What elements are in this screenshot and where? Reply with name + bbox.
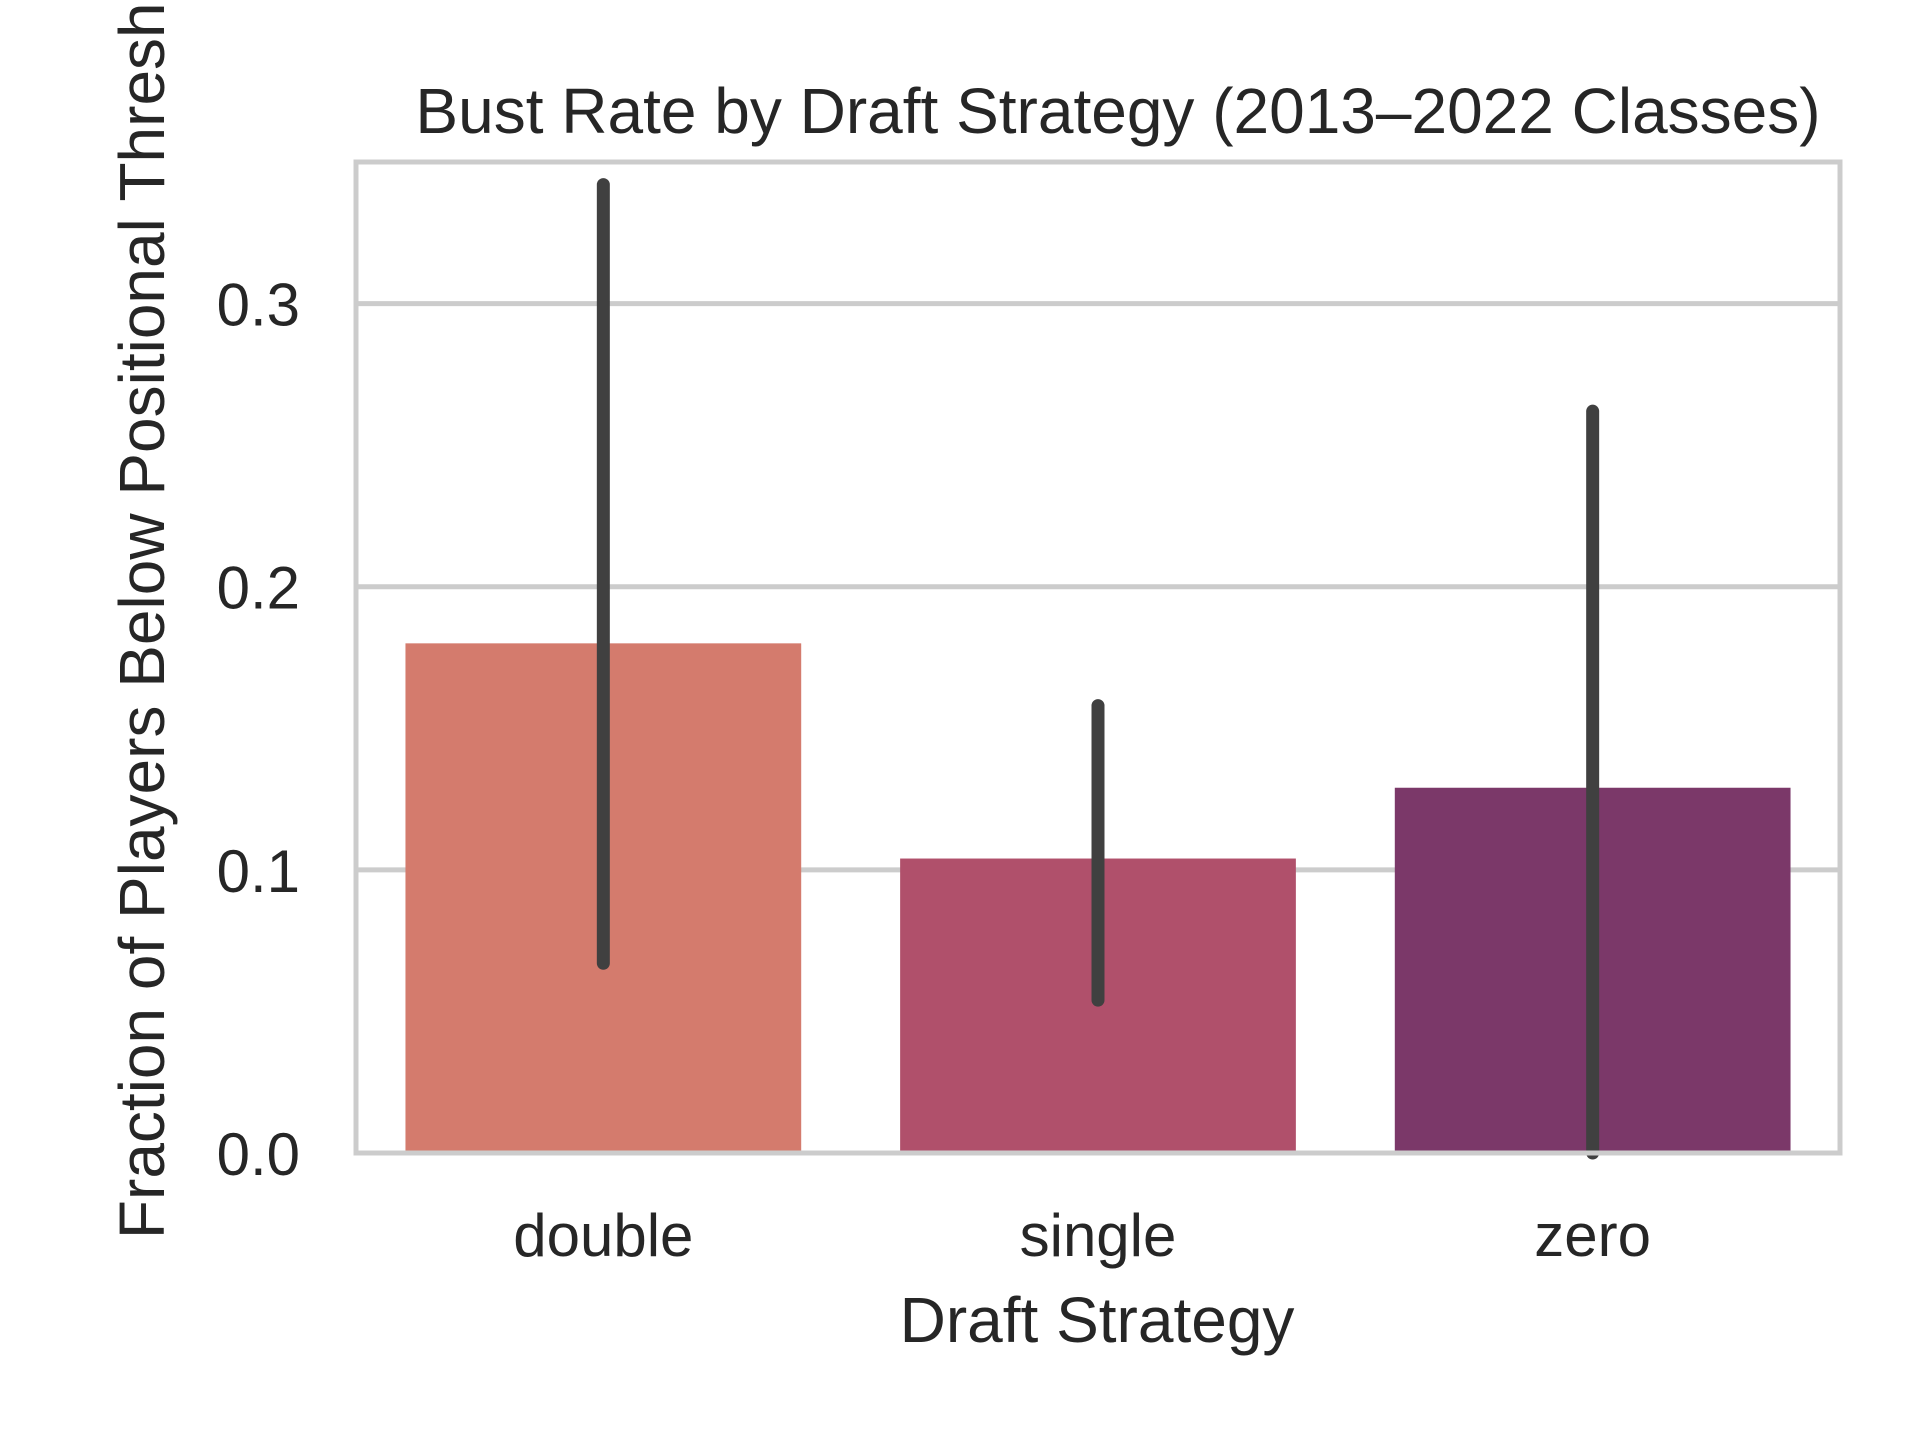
y-tick-label: 0.3 [217,272,300,339]
y-tick-label: 0.2 [217,555,300,622]
x-tick-label-single: single [1020,1202,1177,1269]
x-tick-label-zero: zero [1534,1202,1651,1269]
x-tick-labels: double single zero [513,1202,1651,1269]
y-tick-label: 0.0 [217,1121,300,1188]
y-tick-labels: 0.0 0.1 0.2 0.3 [217,272,300,1188]
error-bars [596,178,1600,1160]
plot-frame [353,159,1843,1156]
y-axis-label: Fraction of Players Below Positional Thr… [106,0,178,1239]
x-axis-label: Draft Strategy [900,1284,1295,1356]
y-tick-label: 0.1 [217,838,300,905]
x-tick-label-double: double [513,1202,693,1269]
chart-title: Bust Rate by Draft Strategy (2013–2022 C… [415,75,1820,147]
